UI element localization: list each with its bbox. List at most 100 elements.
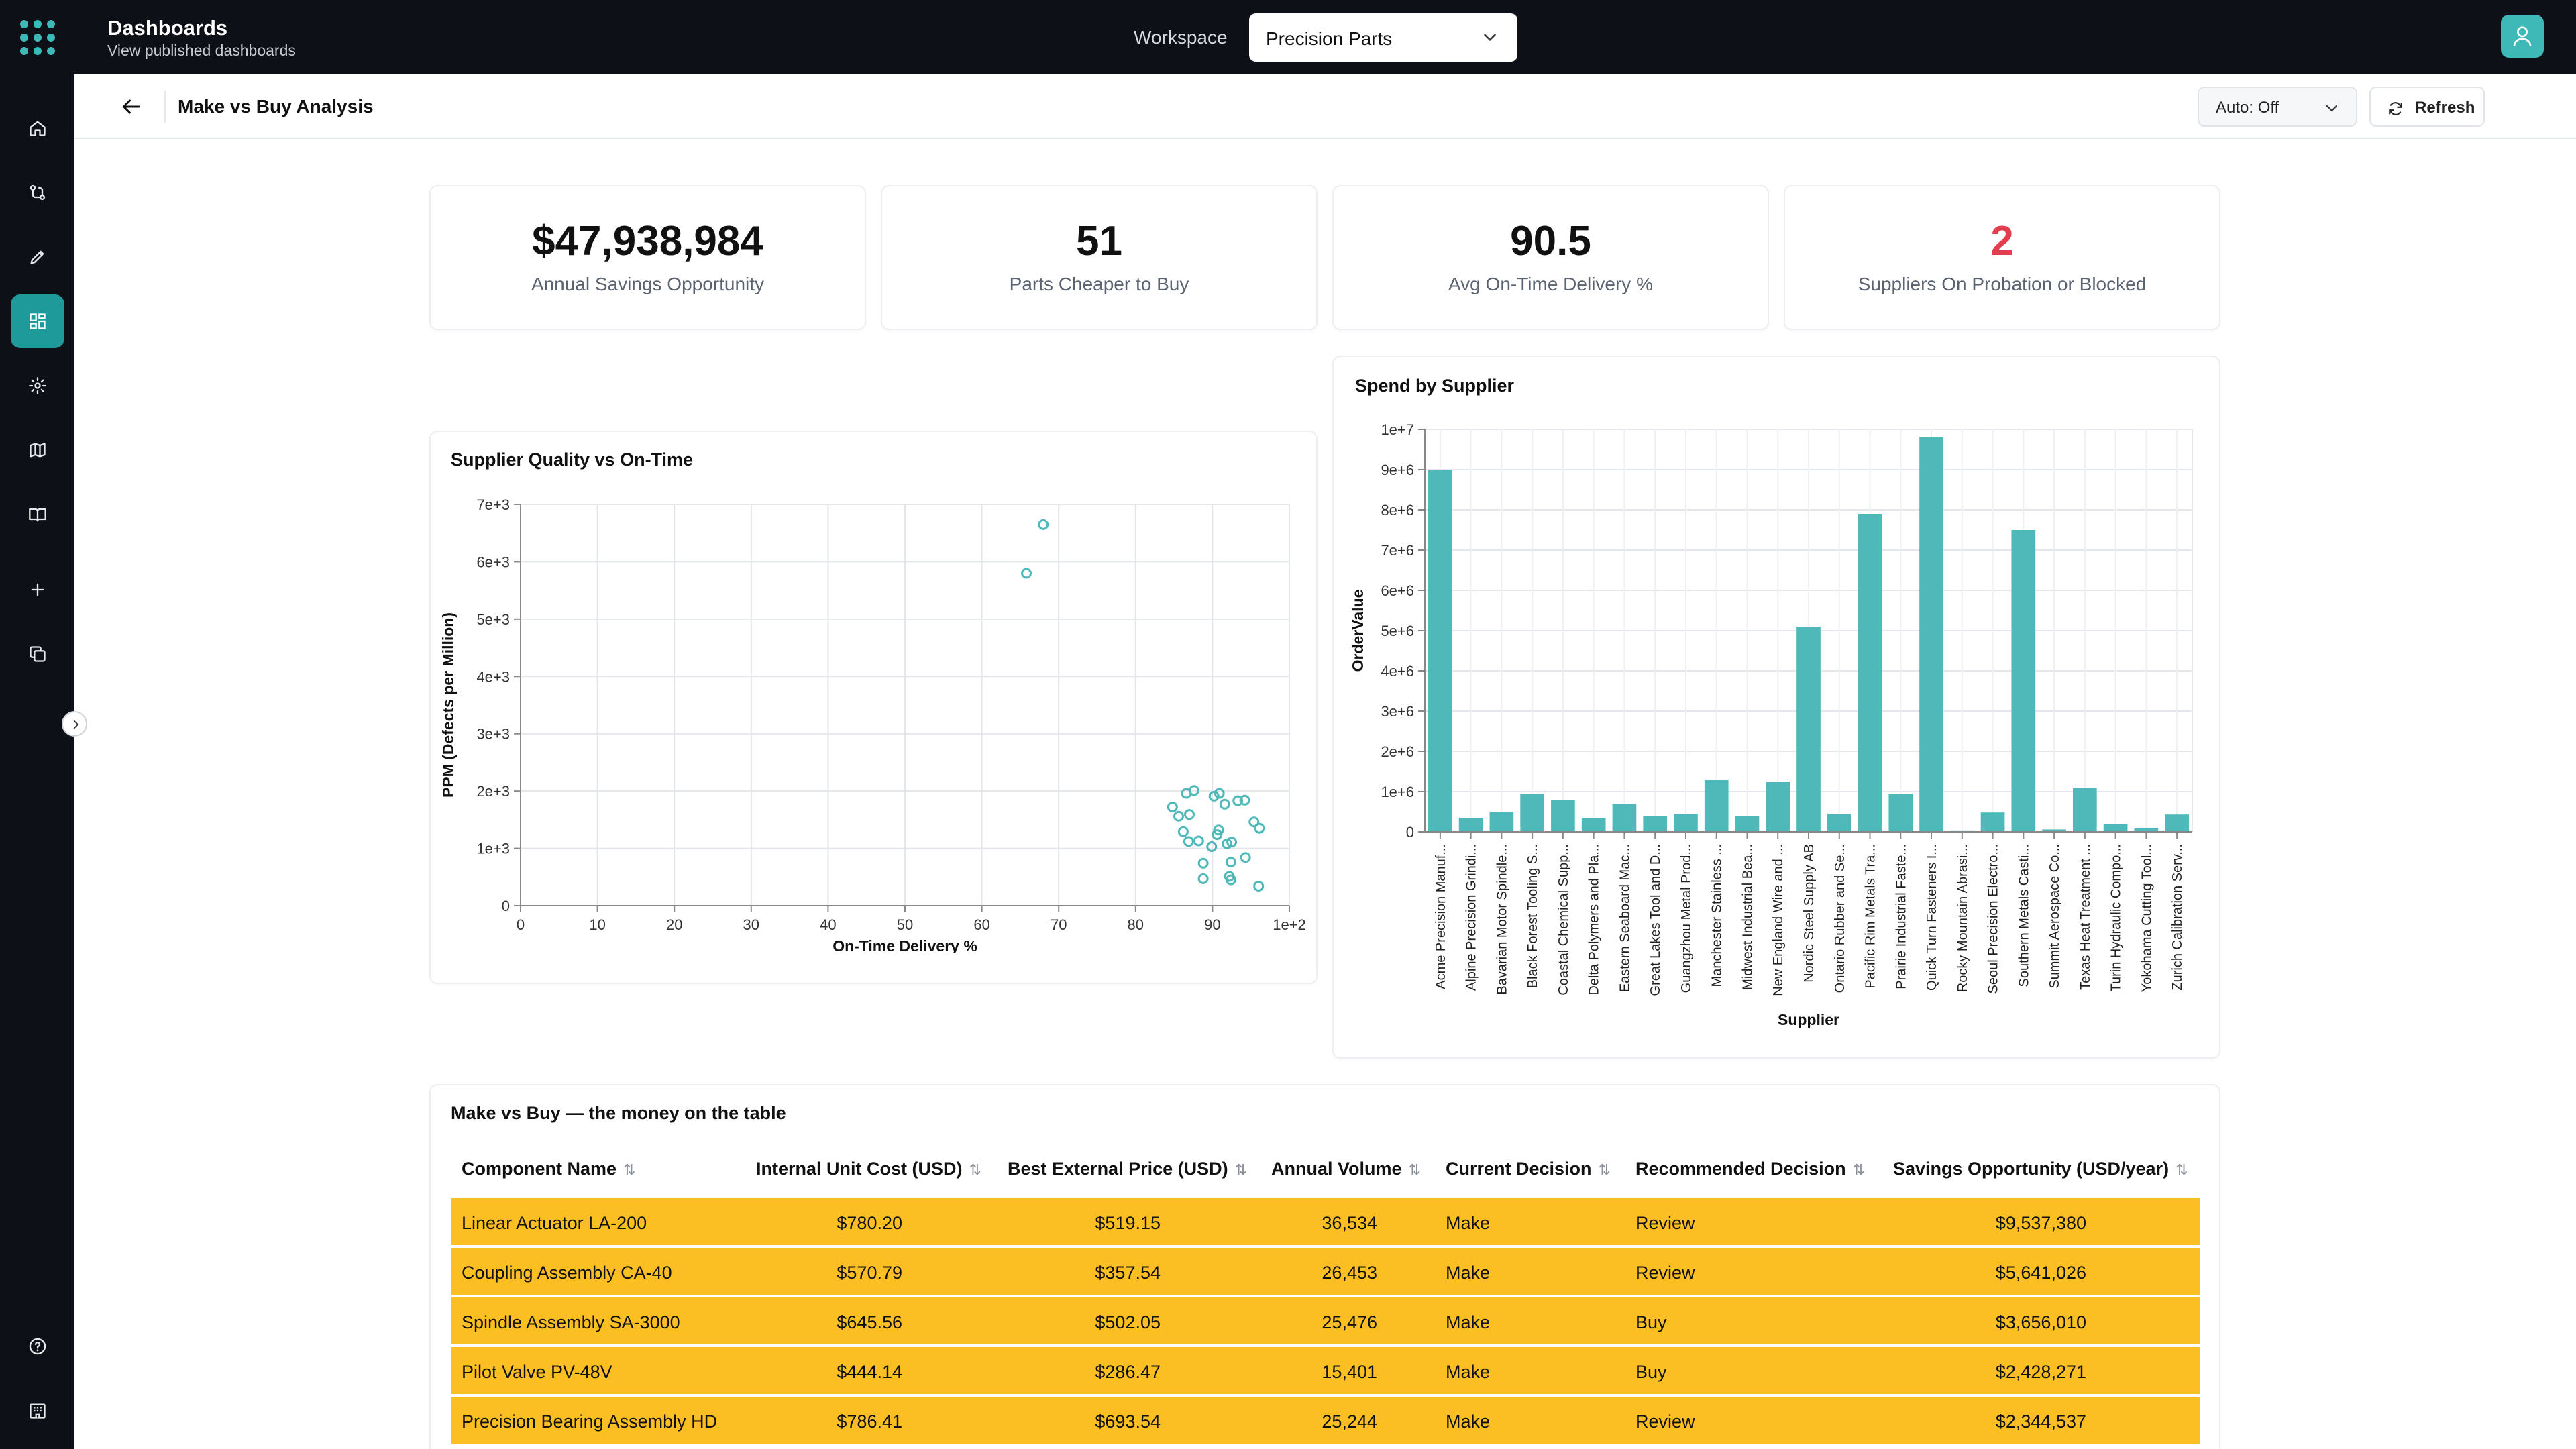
y-tick-label: 0 xyxy=(502,898,510,914)
table-cell: $3,656,010 xyxy=(1995,1312,2086,1332)
sidebar-item-flows[interactable] xyxy=(11,166,64,219)
bar xyxy=(1827,814,1851,832)
scatter-point xyxy=(1240,852,1251,863)
table-row[interactable]: Pilot Valve PV-48V $444.14 $286.47 15,401 Ma… xyxy=(451,1347,2200,1395)
column-header[interactable]: Current Decision ⇅ xyxy=(1446,1159,1611,1179)
bar xyxy=(1735,816,1760,832)
table-cell: $693.54 xyxy=(1095,1411,1161,1432)
table-cell: Buy xyxy=(1635,1312,1667,1332)
table-row[interactable]: Spindle Assembly SA-3000 $645.56 $502.05 25… xyxy=(451,1297,2200,1346)
user-menu-button[interactable] xyxy=(2501,15,2544,58)
dashboard-icon xyxy=(30,313,46,329)
x-tick-label: Manchester Stainless ... xyxy=(1710,844,1725,987)
column-header[interactable]: Recommended Decision ⇅ xyxy=(1635,1159,1865,1179)
sort-icon[interactable]: ⇅ xyxy=(1234,1161,1248,1178)
table-cell: Review xyxy=(1635,1213,1695,1233)
y-tick-label: 7e+6 xyxy=(1381,542,1414,559)
x-tick-label: Acme Precision Manuf... xyxy=(1434,844,1448,989)
y-tick-label: 3e+3 xyxy=(476,726,510,743)
workspace-label: Workspace xyxy=(1134,27,1228,48)
table-cell: Make xyxy=(1446,1362,1491,1382)
table-row[interactable]: Precision Bearing Assembly HD $786.41 $693… xyxy=(451,1397,2200,1445)
kpi-card-parts-to-buy: 51 Parts Cheaper to Buy xyxy=(881,185,1318,330)
scatter-point xyxy=(1167,802,1178,813)
column-header[interactable]: Annual Volume ⇅ xyxy=(1271,1159,1421,1179)
scatter-point xyxy=(1232,795,1244,806)
y-tick-label: 5e+6 xyxy=(1381,623,1414,639)
x-tick-label: Turin Hydraulic Compo... xyxy=(2109,844,2124,991)
scatter-point xyxy=(1248,816,1260,828)
x-tick-label: Ontario Rubber and Se... xyxy=(1833,844,1847,993)
sidebar-item-duplicate[interactable] xyxy=(11,627,64,681)
table-title: Make vs Buy — the money on the table xyxy=(451,1103,786,1123)
auto-refresh-select[interactable]: Auto: Off xyxy=(2198,87,2357,127)
sort-icon[interactable]: ⇅ xyxy=(2176,1161,2188,1178)
refresh-label: Refresh xyxy=(2415,99,2475,117)
y-tick-label: 2e+3 xyxy=(476,783,510,800)
sidebar-item-dashboards[interactable] xyxy=(11,294,64,348)
scatter-point xyxy=(1173,810,1184,822)
kpi-card-savings: $47,938,984 Annual Savings Opportunity xyxy=(429,185,866,330)
column-header-label: Annual Volume xyxy=(1271,1159,1402,1179)
bar xyxy=(1612,804,1637,832)
sidebar-item-map[interactable] xyxy=(11,423,64,477)
table-cell: 36,534 xyxy=(1322,1213,1377,1233)
column-header[interactable]: Component Name ⇅ xyxy=(462,1159,635,1179)
x-tick-label: Quick Turn Fasteners I... xyxy=(1925,844,1939,991)
sort-icon[interactable]: ⇅ xyxy=(623,1161,636,1178)
sort-icon[interactable]: ⇅ xyxy=(1852,1161,1866,1178)
table-cell: $786.41 xyxy=(837,1411,902,1432)
back-arrow-icon[interactable] xyxy=(119,95,143,119)
sidebar-item-organization[interactable] xyxy=(11,1384,64,1438)
sort-icon[interactable]: ⇅ xyxy=(1408,1161,1421,1178)
table-row[interactable]: Coupling Assembly CA-40 $570.79 $357.54 26,… xyxy=(451,1248,2200,1296)
bar xyxy=(1551,800,1575,832)
bar xyxy=(1704,780,1729,832)
column-header[interactable]: Best External Price (USD) ⇅ xyxy=(1008,1159,1247,1179)
x-tick-label: Seoul Precision Electro... xyxy=(1986,844,2001,994)
scatter-point xyxy=(1212,829,1223,841)
bar xyxy=(1888,794,1913,832)
app-logo-icon[interactable] xyxy=(20,20,55,55)
table-cell: Buy xyxy=(1635,1362,1667,1382)
bar xyxy=(1674,814,1698,832)
table-row[interactable]: Linear Actuator LA-200 $780.20 $519.15 36,5… xyxy=(451,1198,2200,1246)
kpi-value: 90.5 xyxy=(1510,218,1591,264)
x-tick-label: Texas Heat Treatment ... xyxy=(2078,844,2093,990)
table-cell: $2,344,537 xyxy=(1995,1411,2086,1432)
scatter-point xyxy=(1253,880,1265,892)
auto-refresh-value: Auto: Off xyxy=(2216,99,2279,117)
sidebar-item-new[interactable] xyxy=(11,563,64,616)
x-tick-label: Midwest Industrial Bea... xyxy=(1740,844,1755,990)
column-header[interactable]: Savings Opportunity (USD/year) ⇅ xyxy=(1893,1159,2188,1179)
bar-chart: 0 1e+6 2e+6 3e+6 4e+6 5e+6 6e+6 7e+6 8e+6 9e+6 1e+… xyxy=(1349,421,2193,1028)
flow-icon xyxy=(30,184,46,201)
sidebar-item-settings[interactable] xyxy=(11,359,64,413)
y-tick-label: 5e+3 xyxy=(476,611,510,628)
help-icon xyxy=(29,1338,46,1355)
sidebar-item-help[interactable] xyxy=(11,1320,64,1373)
bar xyxy=(1919,437,1943,832)
bar-chart-title: Spend by Supplier xyxy=(1355,376,1515,396)
plus-icon xyxy=(31,583,44,596)
sort-icon[interactable]: ⇅ xyxy=(1598,1161,1611,1178)
sidebar-item-docs[interactable] xyxy=(11,488,64,541)
sidebar-item-edit[interactable] xyxy=(11,230,64,284)
scatter-point xyxy=(1225,857,1236,868)
bar xyxy=(2134,828,2159,832)
y-tick-label: 4e+6 xyxy=(1381,663,1414,680)
scatter-point xyxy=(1208,790,1220,802)
sort-icon[interactable]: ⇅ xyxy=(969,1161,981,1178)
refresh-icon xyxy=(2389,102,2402,115)
table-cell: $502.05 xyxy=(1095,1312,1161,1332)
sidebar-item-home[interactable] xyxy=(11,101,64,155)
refresh-button[interactable]: Refresh xyxy=(2369,87,2485,127)
column-header[interactable]: Internal Unit Cost (USD) ⇅ xyxy=(756,1159,981,1179)
app-subtitle: View published dashboards xyxy=(107,42,296,59)
table-cell: $780.20 xyxy=(837,1213,902,1233)
x-tick-label: Southern Metals Casti... xyxy=(2017,844,2031,987)
sidebar-collapse-button[interactable] xyxy=(62,711,87,737)
workspace-select[interactable]: Precision Parts xyxy=(1249,13,1517,62)
y-tick-label: 0 xyxy=(1406,824,1414,841)
bar xyxy=(1980,812,2005,832)
